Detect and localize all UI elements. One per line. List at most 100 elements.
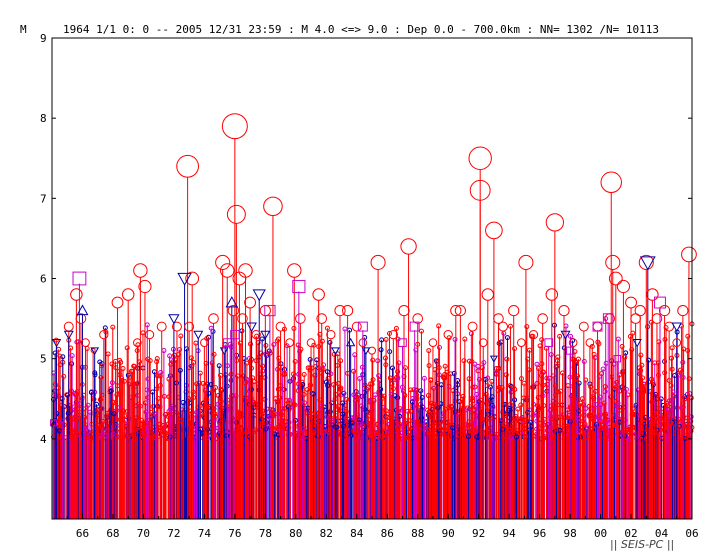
bg-event-marker xyxy=(602,384,608,390)
x-tick-label: 86 xyxy=(381,527,394,540)
x-tick-label: 66 xyxy=(76,527,89,540)
bg-event-marker xyxy=(383,362,389,368)
bg-event-marker xyxy=(468,331,474,337)
event-circle-marker xyxy=(156,321,167,332)
event-circle-marker xyxy=(528,329,539,340)
bg-event-marker xyxy=(649,399,655,405)
event-circle-marker xyxy=(558,304,570,317)
bg-event-marker xyxy=(575,356,581,362)
bg-event-marker xyxy=(639,435,645,441)
bg-event-marker xyxy=(418,388,424,394)
bg-event-marker xyxy=(575,373,581,379)
bg-event-marker xyxy=(465,434,471,440)
event-square-marker xyxy=(222,338,232,347)
event-circle-marker xyxy=(658,304,671,317)
bg-event-marker xyxy=(357,376,363,382)
bg-event-marker xyxy=(599,371,605,377)
bg-event-marker xyxy=(202,387,208,393)
bg-event-marker xyxy=(111,411,117,417)
bg-event-marker xyxy=(601,412,607,418)
bg-event-marker xyxy=(685,333,691,339)
bg-event-marker xyxy=(98,375,104,381)
event-circle-marker xyxy=(646,288,659,301)
catalog-header: 1964 1/1 0: 0 -- 2005 12/31 23:59 : M 4.… xyxy=(63,23,659,36)
event-circle-marker xyxy=(63,321,74,332)
bg-event-marker xyxy=(344,396,350,402)
bg-event-marker xyxy=(300,426,306,432)
event-square-marker xyxy=(566,346,575,355)
event-triangle-up-marker xyxy=(76,304,89,316)
event-circle-marker xyxy=(111,296,124,309)
bg-event-marker xyxy=(483,391,489,397)
bg-event-marker xyxy=(571,357,577,363)
event-triangle-down-marker xyxy=(219,347,229,356)
bg-event-marker xyxy=(307,357,313,363)
bg-event-marker xyxy=(538,373,544,379)
event-circle-marker xyxy=(138,279,152,294)
event-circle-marker xyxy=(398,304,410,317)
bg-event-marker xyxy=(284,343,290,349)
x-tick-label: 70 xyxy=(137,527,150,540)
bg-event-marker xyxy=(259,336,265,342)
bg-event-marker xyxy=(53,337,59,343)
event-circle-marker xyxy=(681,246,697,263)
event-triangle-down-marker xyxy=(632,339,642,348)
event-circle-marker xyxy=(469,179,491,201)
bg-event-marker xyxy=(309,365,315,371)
bg-event-marker xyxy=(418,426,424,432)
bg-event-marker xyxy=(562,415,568,421)
bg-event-marker xyxy=(56,428,62,434)
bg-event-marker xyxy=(61,373,67,379)
bg-event-marker xyxy=(50,396,56,402)
event-square-marker xyxy=(50,419,58,427)
event-square-marker xyxy=(654,296,666,309)
bg-event-marker xyxy=(341,390,347,396)
event-circle-marker xyxy=(638,254,654,271)
bg-event-marker xyxy=(95,407,101,413)
event-square-marker xyxy=(230,329,240,340)
bg-event-marker xyxy=(364,420,370,426)
bg-event-marker xyxy=(496,340,502,346)
event-circle-marker xyxy=(81,338,90,347)
x-axis: 66 68 70 72 74 76 78 80 82 84 86 88 90 92 94 96 98 00 02 04… xyxy=(51,514,699,540)
event-triangle-down-marker xyxy=(193,330,204,340)
bg-event-marker xyxy=(291,371,297,377)
event-circle-marker xyxy=(208,313,219,324)
bg-event-marker xyxy=(349,420,355,426)
event-circle-marker xyxy=(220,263,235,278)
bg-event-marker xyxy=(426,427,432,433)
bg-event-marker xyxy=(314,411,320,417)
bg-event-marker xyxy=(436,428,442,434)
event-circle-marker xyxy=(215,254,231,271)
x-tick-label: 00 xyxy=(594,527,607,540)
bg-event-marker xyxy=(292,359,298,365)
bg-event-marker xyxy=(658,396,664,402)
bg-event-marker xyxy=(597,394,603,400)
x-tick-label: 72 xyxy=(167,527,180,540)
event-circle-marker xyxy=(237,313,248,324)
bg-event-marker xyxy=(52,418,58,424)
event-stems xyxy=(53,138,690,519)
bg-event-marker xyxy=(141,421,147,427)
bg-event-marker xyxy=(281,326,287,332)
y-tick-label: 4 xyxy=(40,433,47,446)
event-triangle-down-marker xyxy=(90,347,100,356)
bg-event-marker xyxy=(324,325,330,331)
bg-event-marker xyxy=(161,428,167,434)
bg-event-marker xyxy=(217,430,223,436)
event-circle-marker xyxy=(677,304,689,317)
event-circle-marker xyxy=(226,204,246,224)
bg-event-marker xyxy=(466,358,472,364)
event-circle-marker xyxy=(132,338,142,347)
bg-event-marker xyxy=(378,347,384,353)
bg-event-marker xyxy=(516,416,522,422)
bg-event-marker xyxy=(598,431,604,437)
bg-event-marker xyxy=(431,401,437,407)
bg-event-marker xyxy=(256,405,262,411)
bg-event-marker xyxy=(370,357,376,363)
bg-event-marker xyxy=(537,420,543,426)
bg-event-marker xyxy=(640,381,646,387)
bg-event-marker xyxy=(108,388,114,394)
event-circle-marker xyxy=(259,304,271,317)
bg-event-marker xyxy=(274,338,280,344)
